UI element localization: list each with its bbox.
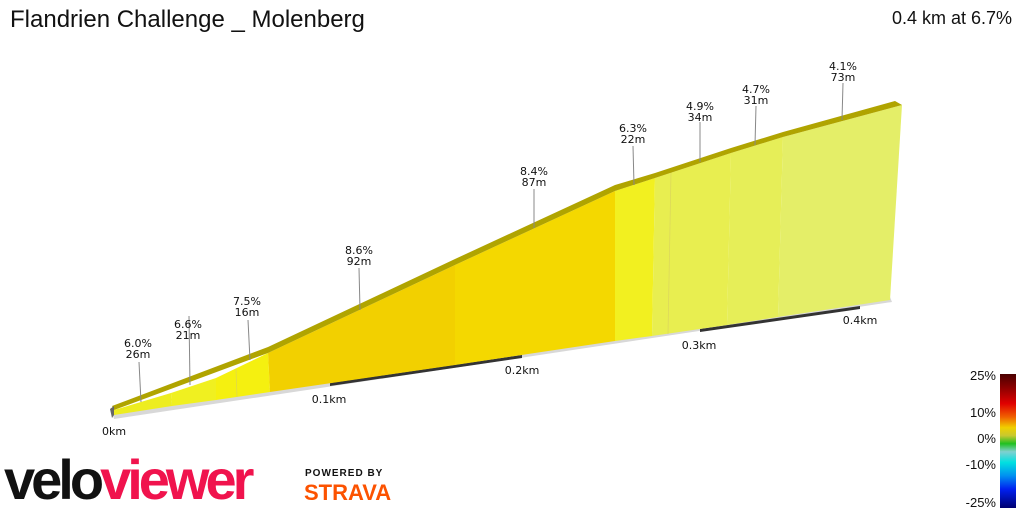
x-tick-label: 0.1km (312, 393, 347, 406)
segment-label-gradient: 4.9% (686, 100, 714, 113)
segment-4 (268, 265, 455, 392)
legend-tick: -25% (965, 495, 996, 510)
legend-tick: 10% (969, 405, 996, 420)
gradient-colorbar (1000, 374, 1016, 508)
segment-label-length: 34m (688, 111, 713, 124)
strava-logo: STRAVA (304, 480, 392, 505)
segment-label-gradient: 7.5% (233, 295, 261, 308)
segment-label-length: 92m (347, 255, 372, 268)
segment-label-gradient: 4.1% (829, 60, 857, 73)
segment-5 (455, 191, 615, 365)
segment-label-length: 26m (126, 348, 151, 361)
segment-3 (216, 353, 270, 400)
segment-7 (652, 153, 731, 336)
legend-tick: -10% (965, 457, 996, 472)
distance-band-2 (700, 306, 860, 332)
segment-label-length: 21m (176, 329, 201, 342)
x-tick-label: 0km (102, 425, 126, 438)
segment-label-length: 73m (831, 71, 856, 84)
segment-1 (114, 393, 172, 415)
label-leaders (138, 82, 844, 403)
logo-viewer: viewer (100, 448, 254, 511)
distance-band-1 (330, 355, 522, 386)
segment-label-length: 16m (235, 306, 260, 319)
segment-label-gradient: 4.7% (742, 83, 770, 96)
x-tick-label: 0.2km (505, 364, 540, 377)
segment-label-length: 31m (744, 94, 769, 107)
profile-start-cap (110, 406, 114, 418)
segment-label-gradient: 6.0% (124, 337, 152, 350)
segment-label-gradient: 8.4% (520, 165, 548, 178)
logo-velo: velo (4, 448, 104, 511)
segment-label-gradient: 6.3% (619, 122, 647, 135)
segment-6 (615, 178, 655, 341)
segment-9 (778, 105, 902, 317)
profile-top-rim (112, 101, 902, 410)
segment-2 (171, 378, 216, 406)
segment-8 (727, 137, 783, 325)
climb-summary: 0.4 km at 6.7% (891, 8, 1012, 28)
veloviewer-logo: veloviewer (4, 452, 254, 508)
legend-tick: 0% (977, 431, 996, 446)
page-title: Flandrien Challenge _ Molenberg (10, 6, 365, 33)
x-tick-label: 0.4km (843, 314, 878, 327)
x-tick-label: 0.3km (682, 339, 717, 352)
segment-label-gradient: 6.6% (174, 318, 202, 331)
segment-label-length: 87m (522, 176, 547, 189)
segment-label-length: 22m (621, 133, 646, 146)
powered-by-label: POWERED BY (305, 468, 384, 479)
segment-label-gradient: 8.6% (345, 244, 373, 257)
legend-tick: 25% (969, 368, 996, 383)
